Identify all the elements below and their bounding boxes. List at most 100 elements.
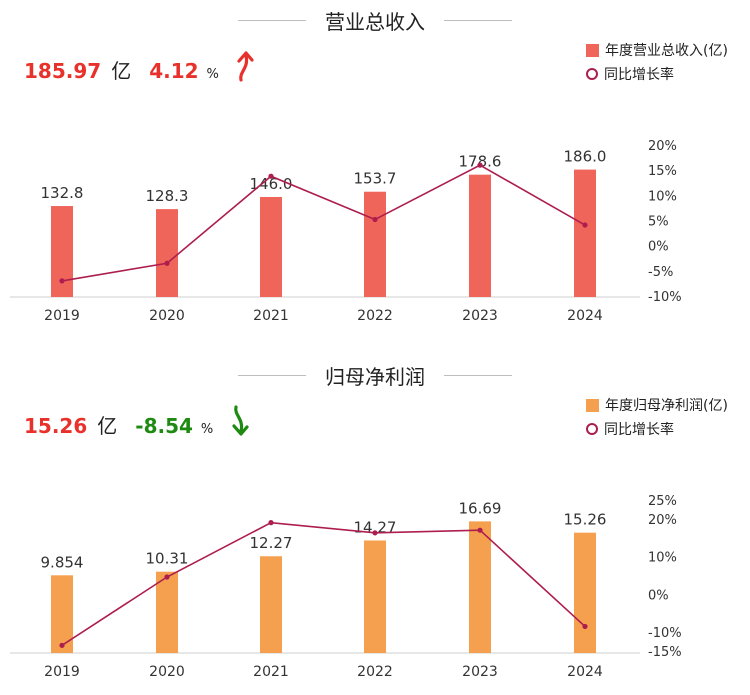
bar-value-label: 186.0 — [564, 148, 607, 166]
legend-item-bars: 年度营业总收入(亿) — [586, 38, 728, 62]
bar-value-label: 15.26 — [564, 511, 607, 529]
y-right-tick-label: 20% — [648, 139, 677, 154]
growth-point — [164, 574, 170, 580]
growth-point — [477, 527, 483, 533]
y-right-tick-label: 25% — [648, 494, 677, 509]
growth-point — [372, 216, 378, 223]
y-right-tick-label: 10% — [648, 551, 677, 566]
growth-point — [477, 162, 483, 168]
legend: 年度归母净利润(亿) 同比增长率 — [586, 393, 728, 441]
growth-point — [268, 173, 274, 179]
bar-value-label: 12.27 — [250, 534, 293, 552]
x-tick-label: 2019 — [44, 664, 80, 680]
bar — [260, 556, 282, 653]
summary-growth: 4.12 — [149, 59, 199, 83]
growth-point — [164, 260, 170, 266]
title-rule-left — [237, 20, 306, 21]
chart-title: 归母净利润 — [0, 361, 750, 390]
legend-bar-swatch — [586, 43, 599, 57]
profit-panel: 归母净利润 15.26 亿 -8.54% 年度归母净利润(亿) 同比增长率 9.85… — [0, 355, 750, 695]
x-tick-label: 2021 — [253, 664, 289, 680]
growth-line — [61, 164, 586, 282]
x-tick-label: 2024 — [567, 308, 603, 324]
y-right-tick-label: 0% — [648, 240, 669, 255]
bar — [364, 191, 386, 297]
summary-total: 15.26 — [24, 414, 88, 438]
y-right-tick-label: -10% — [648, 290, 682, 305]
bar-value-label: 153.7 — [354, 170, 397, 188]
bar — [51, 206, 73, 297]
bar-value-label: 132.8 — [41, 184, 84, 202]
bar — [469, 174, 491, 297]
bar — [260, 196, 282, 297]
summary-percent-sign: % — [206, 67, 219, 82]
bar — [469, 521, 491, 653]
y-right-tick-label: -5% — [648, 265, 673, 280]
chart-title-text: 营业总收入 — [325, 10, 425, 34]
chart-title: 营业总收入 — [0, 6, 750, 35]
growth-point — [268, 520, 274, 526]
x-tick-label: 2023 — [462, 664, 498, 680]
bar — [574, 169, 596, 297]
legend-bar-label: 年度营业总收入(亿) — [605, 43, 728, 59]
growth-point — [59, 278, 65, 284]
y-right-tick-label: -15% — [648, 645, 682, 660]
bar-value-label: 178.6 — [459, 153, 502, 171]
summary-percent-sign: % — [200, 422, 214, 437]
summary-unit: 亿 — [111, 59, 132, 83]
legend-line-marker — [586, 423, 598, 435]
y-right-tick-label: 20% — [648, 513, 677, 528]
y-right-tick-label: 5% — [648, 215, 669, 230]
summary-row: 15.26 亿 -8.54% — [24, 405, 252, 439]
bar-value-label: 128.3 — [146, 187, 189, 205]
x-tick-label: 2022 — [357, 308, 393, 324]
bar — [364, 540, 386, 653]
bar-value-label: 16.69 — [459, 499, 502, 517]
chart-title-text: 归母净利润 — [325, 365, 425, 389]
legend: 年度营业总收入(亿) 同比增长率 — [586, 38, 728, 86]
x-tick-label: 2022 — [357, 664, 393, 680]
growth-point — [372, 530, 378, 536]
bar-value-label: 10.31 — [146, 550, 189, 568]
y-right-tick-label: 10% — [648, 189, 677, 204]
legend-item-line: 同比增长率 — [586, 417, 728, 441]
y-right-tick-label: 0% — [648, 588, 669, 603]
legend-line-label: 同比增长率 — [604, 67, 674, 83]
arrow-down-icon — [232, 405, 249, 436]
growth-point — [582, 623, 588, 630]
summary-unit: 亿 — [97, 414, 118, 438]
arrow-up-icon — [237, 51, 254, 82]
bar-value-label: 9.854 — [41, 553, 84, 571]
y-right-tick-label: 15% — [648, 164, 677, 179]
x-tick-label: 2023 — [462, 308, 498, 324]
growth-point — [582, 222, 588, 228]
growth-point — [59, 642, 65, 648]
legend-line-marker — [586, 68, 598, 80]
bar — [574, 532, 596, 653]
bar — [51, 575, 73, 653]
legend-line-label: 同比增长率 — [604, 422, 674, 438]
legend-item-bars: 年度归母净利润(亿) — [586, 393, 728, 417]
summary-row: 185.97 亿 4.12% — [24, 50, 257, 84]
legend-bar-swatch — [586, 398, 599, 412]
summary-growth: -8.54 — [135, 414, 193, 438]
bar-value-label: 146.0 — [250, 175, 293, 193]
growth-line — [61, 521, 586, 647]
y-right-tick-label: -10% — [648, 626, 682, 641]
x-tick-label: 2021 — [253, 308, 289, 324]
revenue-panel: 营业总收入 185.97 亿 4.12% 年度营业总收入(亿) 同比增长率 132.… — [0, 0, 750, 340]
title-rule-right — [444, 375, 513, 376]
title-rule-right — [444, 20, 513, 21]
legend-bar-label: 年度归母净利润(亿) — [605, 398, 728, 414]
revenue-chart: 132.8 128.3 146.0 153.7 178.6 186.0 2019 2020 20… — [10, 139, 682, 324]
x-tick-label: 2020 — [149, 664, 185, 680]
x-tick-label: 2024 — [567, 664, 603, 680]
x-tick-label: 2019 — [44, 308, 80, 324]
bar — [156, 571, 178, 653]
summary-total: 185.97 — [24, 59, 102, 83]
legend-item-line: 同比增长率 — [586, 62, 728, 86]
bar — [156, 209, 178, 297]
title-rule-left — [237, 375, 306, 376]
x-tick-label: 2020 — [149, 308, 185, 324]
